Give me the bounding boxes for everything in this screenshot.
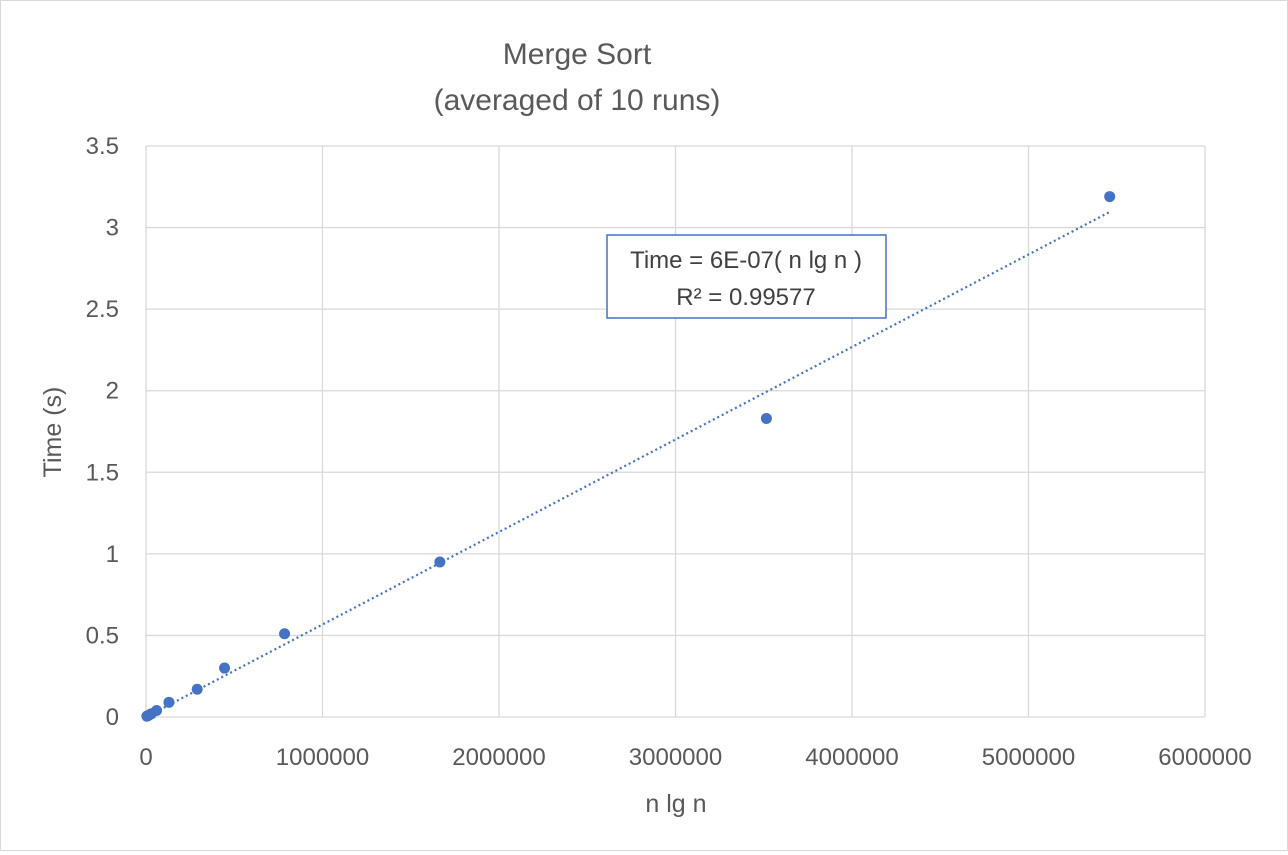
x-tick-label: 0 <box>139 744 152 771</box>
data-point <box>151 704 163 716</box>
tick-labels: 0 0.5 1 1.5 2 2.5 3 3.5 0 1000000 2000000 3000000 40… <box>86 133 1252 771</box>
trendline <box>145 210 1111 718</box>
trendline-equation: Time = 6E-07( n lg n ) <box>630 247 862 274</box>
chart-title: Merge Sort <box>503 38 652 71</box>
y-tick-label: 0 <box>106 704 119 731</box>
y-tick-label: 3 <box>106 215 119 242</box>
data-point <box>191 683 203 695</box>
trendline-r-squared: R² = 0.99577 <box>676 284 815 311</box>
y-axis-label: Time (s) <box>39 387 67 478</box>
data-point <box>434 556 446 568</box>
y-tick-label: 0.5 <box>86 622 119 649</box>
x-tick-label: 6000000 <box>1158 744 1251 771</box>
y-tick-label: 1 <box>106 541 119 568</box>
x-tick-label: 2000000 <box>452 744 545 771</box>
trendline-label-box <box>606 234 887 319</box>
data-point <box>760 412 772 424</box>
x-tick-label: 3000000 <box>629 744 722 771</box>
y-tick-label: 2 <box>106 378 119 405</box>
data-point <box>1104 191 1116 203</box>
data-points <box>141 191 1116 722</box>
gridlines <box>145 145 1206 718</box>
data-point <box>219 662 231 674</box>
x-tick-label: 4000000 <box>805 744 898 771</box>
chart-subtitle: (averaged of 10 runs) <box>434 84 721 117</box>
x-tick-label: 5000000 <box>982 744 1075 771</box>
trendline-layer <box>145 210 1111 718</box>
y-tick-label: 1.5 <box>86 459 119 486</box>
x-axis-label: n lg n <box>645 790 706 818</box>
data-point <box>163 696 175 708</box>
y-tick-label: 3.5 <box>86 133 119 160</box>
x-tick-label: 1000000 <box>276 744 369 771</box>
y-tick-label: 2.5 <box>86 296 119 323</box>
data-point <box>279 628 291 640</box>
